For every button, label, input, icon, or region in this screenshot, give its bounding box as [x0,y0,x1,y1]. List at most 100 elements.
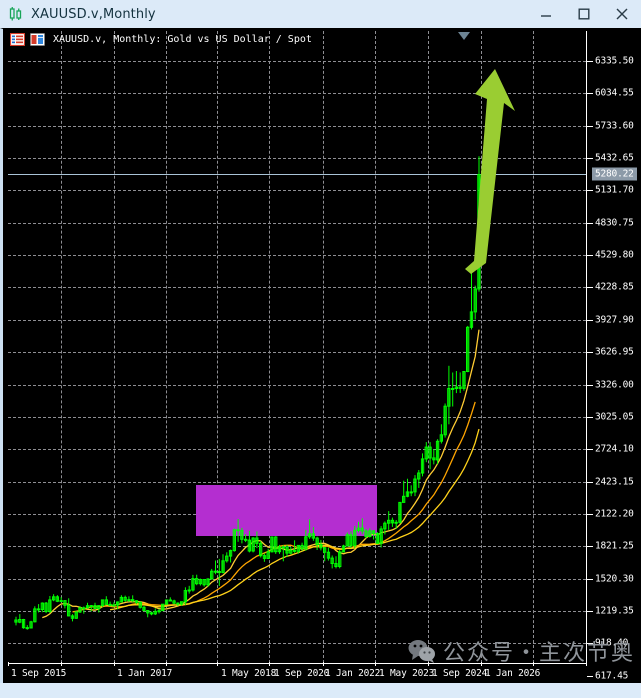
price-tick-label: 5131.70 [595,184,634,196]
bullish-arrow-annotation [465,69,515,274]
price-tick [587,513,593,515]
vertical-gridline [166,31,167,663]
horizontal-gridline [8,319,586,321]
date-tick [481,662,482,666]
price-tick [587,546,593,548]
window-controls [527,0,641,28]
date-tick [428,662,429,666]
price-tick [587,190,593,192]
chart-window[interactable]: XAUUSD.v, Monthly: Gold vs US Dollar / S… [0,28,641,683]
price-tick [587,93,593,95]
date-tick-label: 1 Jan 2017 [117,668,173,679]
horizontal-gridline [8,384,586,386]
current-price-badge: 5280.22 [592,167,637,181]
close-button[interactable] [603,0,641,28]
minimize-button[interactable] [527,0,565,28]
horizontal-gridline [8,287,586,289]
vertical-gridline [269,31,270,663]
vertical-gridline [114,31,115,663]
horizontal-gridline [8,352,586,354]
data-window-icon[interactable] [10,33,25,46]
horizontal-gridline [8,255,586,257]
price-tick-label: 2724.10 [595,443,634,455]
price-tick-label: 5733.60 [595,120,634,132]
date-tick [8,662,9,666]
price-tick [587,384,593,386]
date-tick [586,662,587,666]
chart-plot-area[interactable] [8,31,586,663]
date-tick-label: 1 Sep 2024 [432,668,488,679]
vertical-gridline [481,31,482,663]
price-scale[interactable]: 6335.50 6034.55 5733.60 5432.65 5131.70 4830.… [587,31,641,681]
price-tick-label: 4228.85 [595,281,634,293]
maximize-button[interactable] [565,0,603,28]
price-tick-label: 1520.30 [595,573,634,585]
date-tick [323,662,324,666]
price-tick [587,481,593,483]
price-tick-label: 4529.80 [595,249,634,261]
date-tick [61,662,62,666]
price-tick-label: 918.40 [595,637,629,649]
chart-header-text: XAUUSD.v, Monthly: Gold vs US Dollar / S… [53,34,312,45]
chart-top-marker [458,32,470,40]
date-tick-label: 1 May 2023 [379,668,435,679]
horizontal-gridline [8,610,586,612]
vertical-gridline [428,31,429,663]
price-tick-label: 617.45 [595,670,629,682]
vertical-gridline [533,31,534,663]
price-tick-label: 4830.75 [595,217,634,229]
price-tick-label: 2423.15 [595,476,634,488]
horizontal-gridline [8,481,586,483]
date-tick-label: 1 Sep 2020 [274,668,330,679]
price-tick-label: 3626.95 [595,346,634,358]
price-tick-label: 2122.20 [595,508,634,520]
chart-header: XAUUSD.v, Monthly: Gold vs US Dollar / S… [10,33,312,46]
current-price-line [8,174,586,176]
price-tick-label: 3326.00 [595,379,634,390]
date-tick [166,662,167,666]
horizontal-gridline [8,190,586,192]
window-title: XAUUSD.v,Monthly [31,6,156,22]
price-tick [587,610,593,612]
horizontal-gridline [8,643,586,645]
price-tick-label: 5432.65 [595,152,634,164]
price-tick-label: 3927.90 [595,314,634,326]
vertical-gridline [61,31,62,663]
date-tick [533,662,534,666]
price-tick [587,675,593,677]
price-tick [587,352,593,354]
horizontal-gridline [8,578,586,580]
vertical-gridline [217,31,218,663]
price-scale-divider [586,31,587,663]
vertical-gridline [375,31,376,663]
date-tick [217,662,218,666]
price-tick-label: 6335.50 [595,55,634,67]
date-tick-label: 1 May 2018 [221,668,277,679]
price-tick [587,222,593,224]
price-tick [587,578,593,580]
price-tick-label: 1219.35 [595,605,634,617]
price-tick-label: 1821.25 [595,540,634,552]
price-tick [587,61,593,62]
date-tick [269,662,270,666]
date-tick-label: 1 Jan 2022 [325,668,381,679]
window-titlebar: XAUUSD.v,Monthly [0,0,641,28]
price-tick [587,287,593,289]
price-tick [587,643,593,645]
date-tick [375,662,376,666]
horizontal-gridline [8,125,586,127]
horizontal-gridline [8,222,586,224]
price-tick [587,416,593,418]
price-tick [587,319,593,321]
horizontal-gridline [8,158,586,160]
horizontal-gridline [8,93,586,95]
price-tick [587,449,593,451]
chart-bars-icon[interactable] [30,33,45,46]
price-tick-label: 6034.55 [595,87,634,99]
horizontal-gridline [8,61,586,62]
date-tick-label: 1 Jan 2026 [485,668,541,679]
date-scale[interactable]: 1 Sep 2015 1 Jan 2017 1 May 2018 1 Sep 2020… [8,662,641,684]
price-tick-label: 3025.05 [595,411,634,423]
candlestick-icon [8,6,24,22]
